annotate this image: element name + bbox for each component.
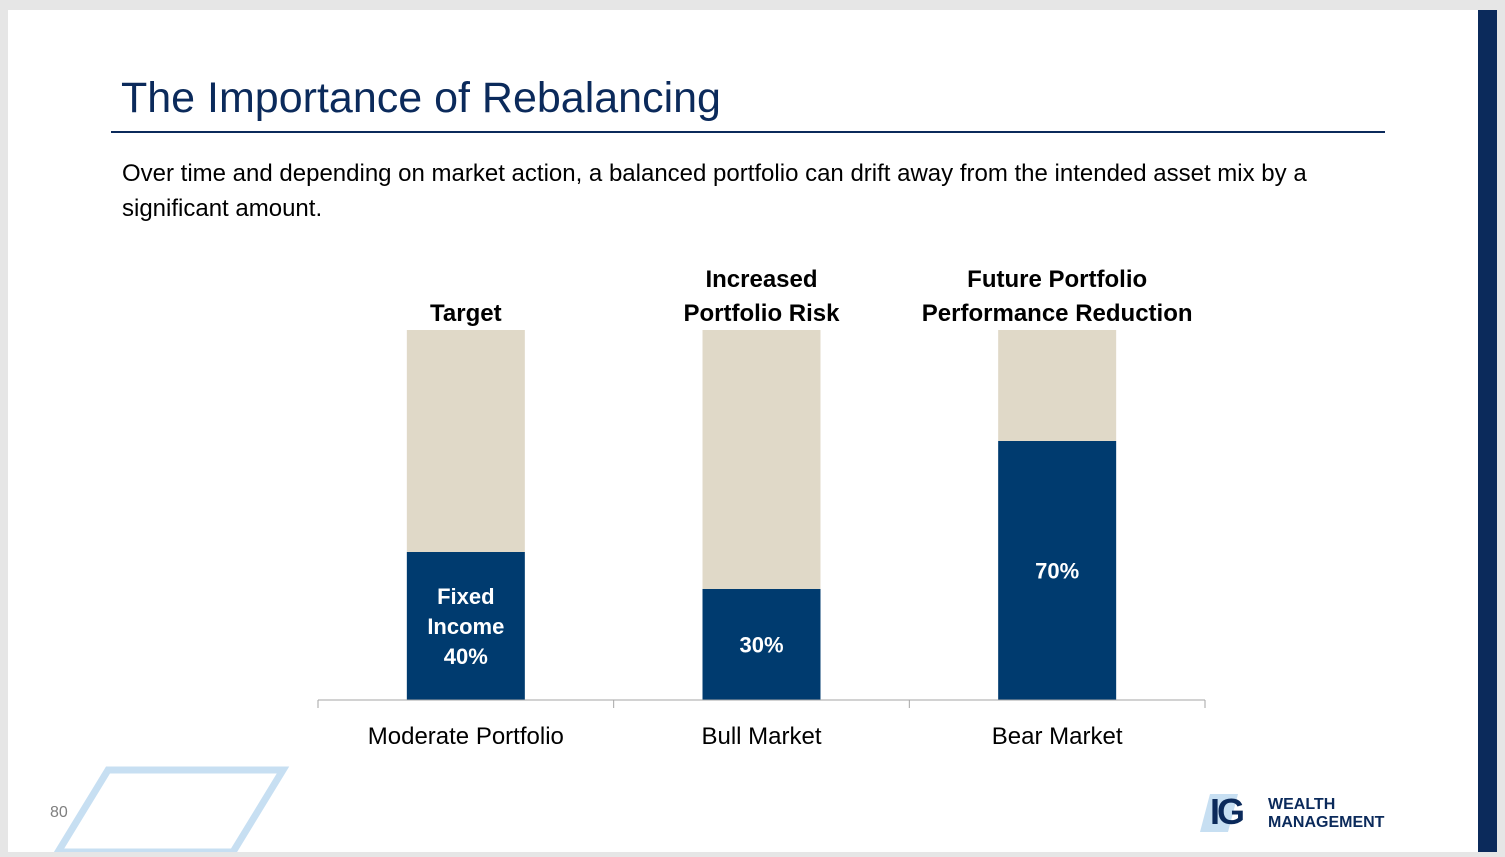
slide-subtitle: Over time and depending on market action… — [122, 160, 1307, 222]
data-label: Fixed — [437, 584, 494, 609]
bar-remainder — [406, 330, 525, 552]
data-label: 70% — [1035, 559, 1079, 584]
svg-text:WEALTH: WEALTH — [1268, 796, 1335, 813]
data-label: 30% — [739, 633, 783, 658]
category-label: Moderate Portfolio — [368, 723, 564, 750]
bar-annotation: Future Portfolio — [967, 266, 1147, 293]
bar-remainder — [702, 330, 821, 589]
bar-annotation: Performance Reduction — [922, 300, 1193, 327]
bar-remainder — [998, 330, 1117, 441]
bar-annotation: Portfolio Risk — [683, 300, 840, 327]
bar-fixed-income — [998, 441, 1117, 700]
svg-text:IG: IG — [1210, 791, 1243, 832]
bar-fixed-income — [406, 552, 525, 700]
title-underline — [111, 131, 1385, 133]
slide: The Importance of Rebalancing Over time … — [8, 10, 1497, 852]
category-label: Bull Market — [701, 723, 821, 750]
page-number: 80 — [50, 804, 68, 821]
category-label: Bear Market — [992, 723, 1123, 750]
data-label: Income — [427, 614, 504, 639]
slide-title: The Importance of Rebalancing — [121, 74, 721, 122]
bar-annotation: Target — [430, 300, 502, 327]
stacked-bar-chart: Fixed Income 40% Target Moderate Portfolio 30… — [317, 266, 1206, 750]
svg-text:MANAGEMENT: MANAGEMENT — [1268, 814, 1385, 831]
decorative-parallelogram — [53, 766, 290, 852]
bar-annotation: Increased — [705, 266, 817, 293]
data-label: 40% — [444, 644, 488, 669]
bar-fixed-income — [702, 589, 821, 700]
right-accent-bar — [1478, 10, 1497, 852]
ig-wealth-management-logo: IG WEALTH MANAGEMENT — [1200, 791, 1385, 832]
